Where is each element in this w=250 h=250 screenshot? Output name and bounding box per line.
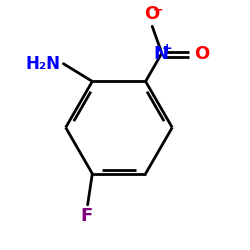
Text: +: +: [161, 42, 172, 55]
Text: H₂N: H₂N: [26, 55, 61, 73]
Text: −: −: [153, 4, 164, 17]
Text: F: F: [80, 207, 92, 225]
Text: O: O: [194, 45, 209, 63]
Text: O: O: [144, 5, 160, 23]
Text: N: N: [154, 45, 169, 63]
